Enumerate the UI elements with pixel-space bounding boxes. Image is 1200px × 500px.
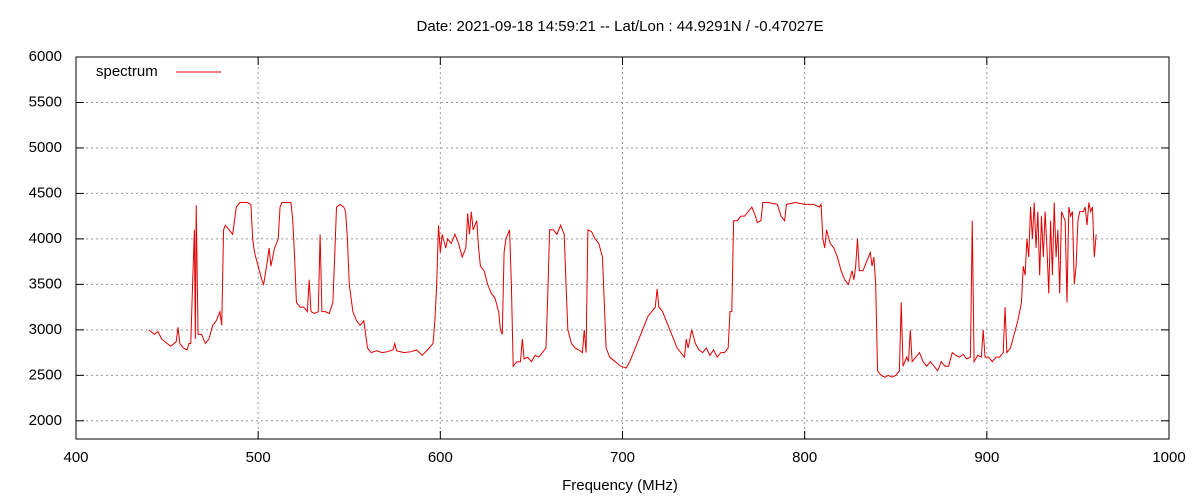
y-tick-label: 5500 bbox=[29, 93, 62, 110]
y-tick-label: 3000 bbox=[29, 321, 62, 338]
x-tick-label: 900 bbox=[974, 449, 999, 466]
y-tick-label: 2500 bbox=[29, 366, 62, 383]
y-tick-label: 4000 bbox=[29, 230, 62, 247]
chart-title: Date: 2021-09-18 14:59:21 -- Lat/Lon : 4… bbox=[417, 18, 824, 35]
x-tick-label: 500 bbox=[246, 449, 271, 466]
y-tick-label: 2000 bbox=[29, 412, 62, 429]
x-tick-label: 600 bbox=[428, 449, 453, 466]
x-tick-label: 800 bbox=[792, 449, 817, 466]
plot-frame bbox=[75, 56, 1170, 440]
y-tick-label: 4500 bbox=[29, 184, 62, 201]
legend-label: spectrum bbox=[96, 63, 158, 80]
spectrum-line bbox=[148, 202, 1097, 378]
y-tick-label: 5000 bbox=[29, 139, 62, 156]
y-tick-label: 6000 bbox=[29, 48, 62, 65]
x-tick-label: 400 bbox=[63, 449, 88, 466]
x-axis-label: Frequency (MHz) bbox=[562, 477, 678, 494]
x-tick-label: 1000 bbox=[1152, 449, 1185, 466]
y-tick-label: 3500 bbox=[29, 275, 62, 292]
x-tick-label: 700 bbox=[610, 449, 635, 466]
